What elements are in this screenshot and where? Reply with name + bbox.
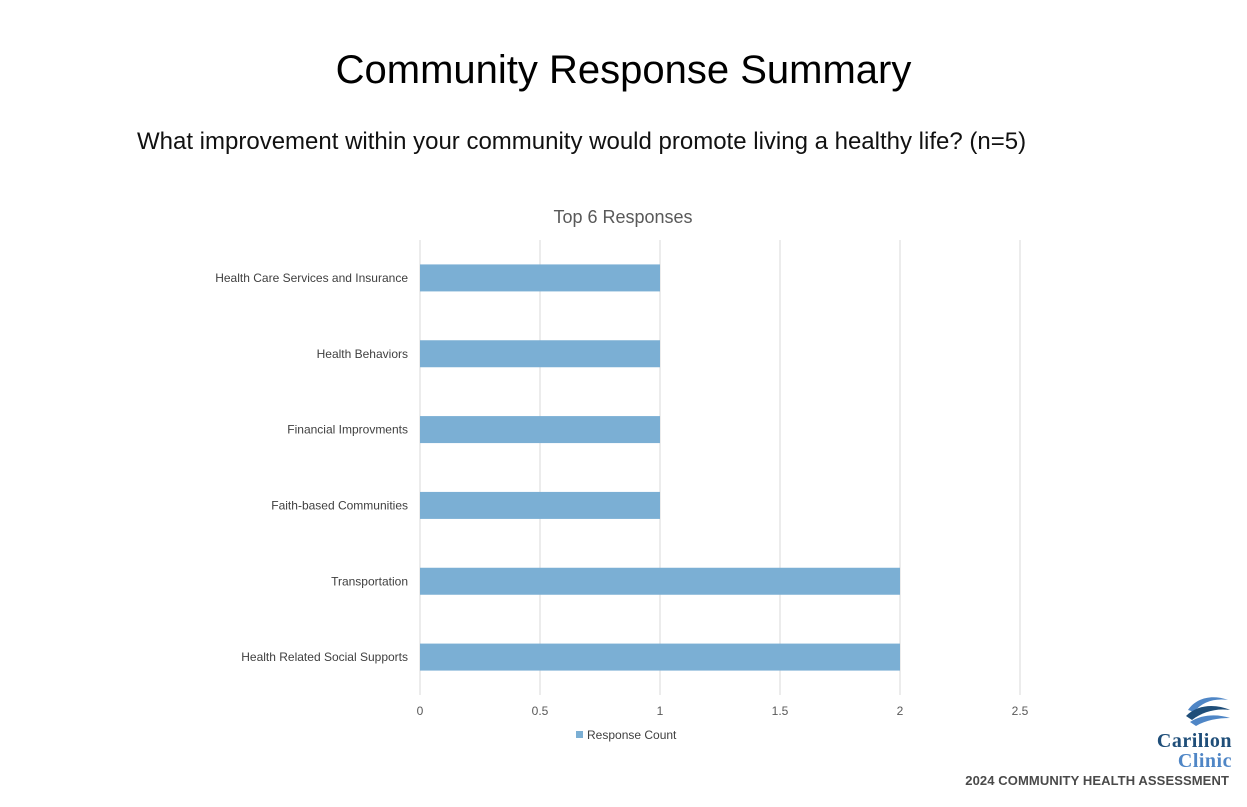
category-label: Transportation bbox=[331, 574, 408, 588]
x-tick-label: 2 bbox=[897, 704, 904, 718]
category-label: Faith-based Communities bbox=[271, 498, 408, 512]
category-label: Health Behaviors bbox=[317, 347, 408, 361]
page-title: Community Response Summary bbox=[335, 48, 912, 92]
x-tick-label: 2.5 bbox=[1012, 704, 1029, 718]
bar bbox=[420, 567, 900, 595]
carilion-clinic-logo: Carilion Clinic bbox=[1128, 690, 1232, 776]
bar bbox=[420, 264, 660, 292]
bar bbox=[420, 491, 660, 519]
bar bbox=[420, 340, 660, 368]
chart-title: Top 6 Responses bbox=[553, 207, 692, 227]
x-tick-label: 1.5 bbox=[772, 704, 789, 718]
x-tick-label: 0.5 bbox=[532, 704, 549, 718]
legend-swatch bbox=[576, 731, 583, 738]
category-label: Health Related Social Supports bbox=[241, 650, 408, 664]
x-tick-label: 0 bbox=[417, 704, 424, 718]
legend-label: Response Count bbox=[587, 728, 677, 742]
x-tick-label: 1 bbox=[657, 704, 664, 718]
logo-text-carilion: Carilion bbox=[1156, 730, 1232, 752]
survey-question: What improvement within your community w… bbox=[137, 128, 1027, 155]
category-label: Health Care Services and Insurance bbox=[215, 271, 408, 285]
logo-text-clinic: Clinic bbox=[1177, 750, 1232, 772]
category-label: Financial Improvments bbox=[287, 423, 408, 437]
bar bbox=[420, 416, 660, 444]
bar bbox=[420, 643, 900, 671]
footer-text: 2024 COMMUNITY HEALTH ASSESSMENT bbox=[965, 773, 1229, 788]
carilion-swoosh-icon bbox=[1186, 697, 1230, 726]
